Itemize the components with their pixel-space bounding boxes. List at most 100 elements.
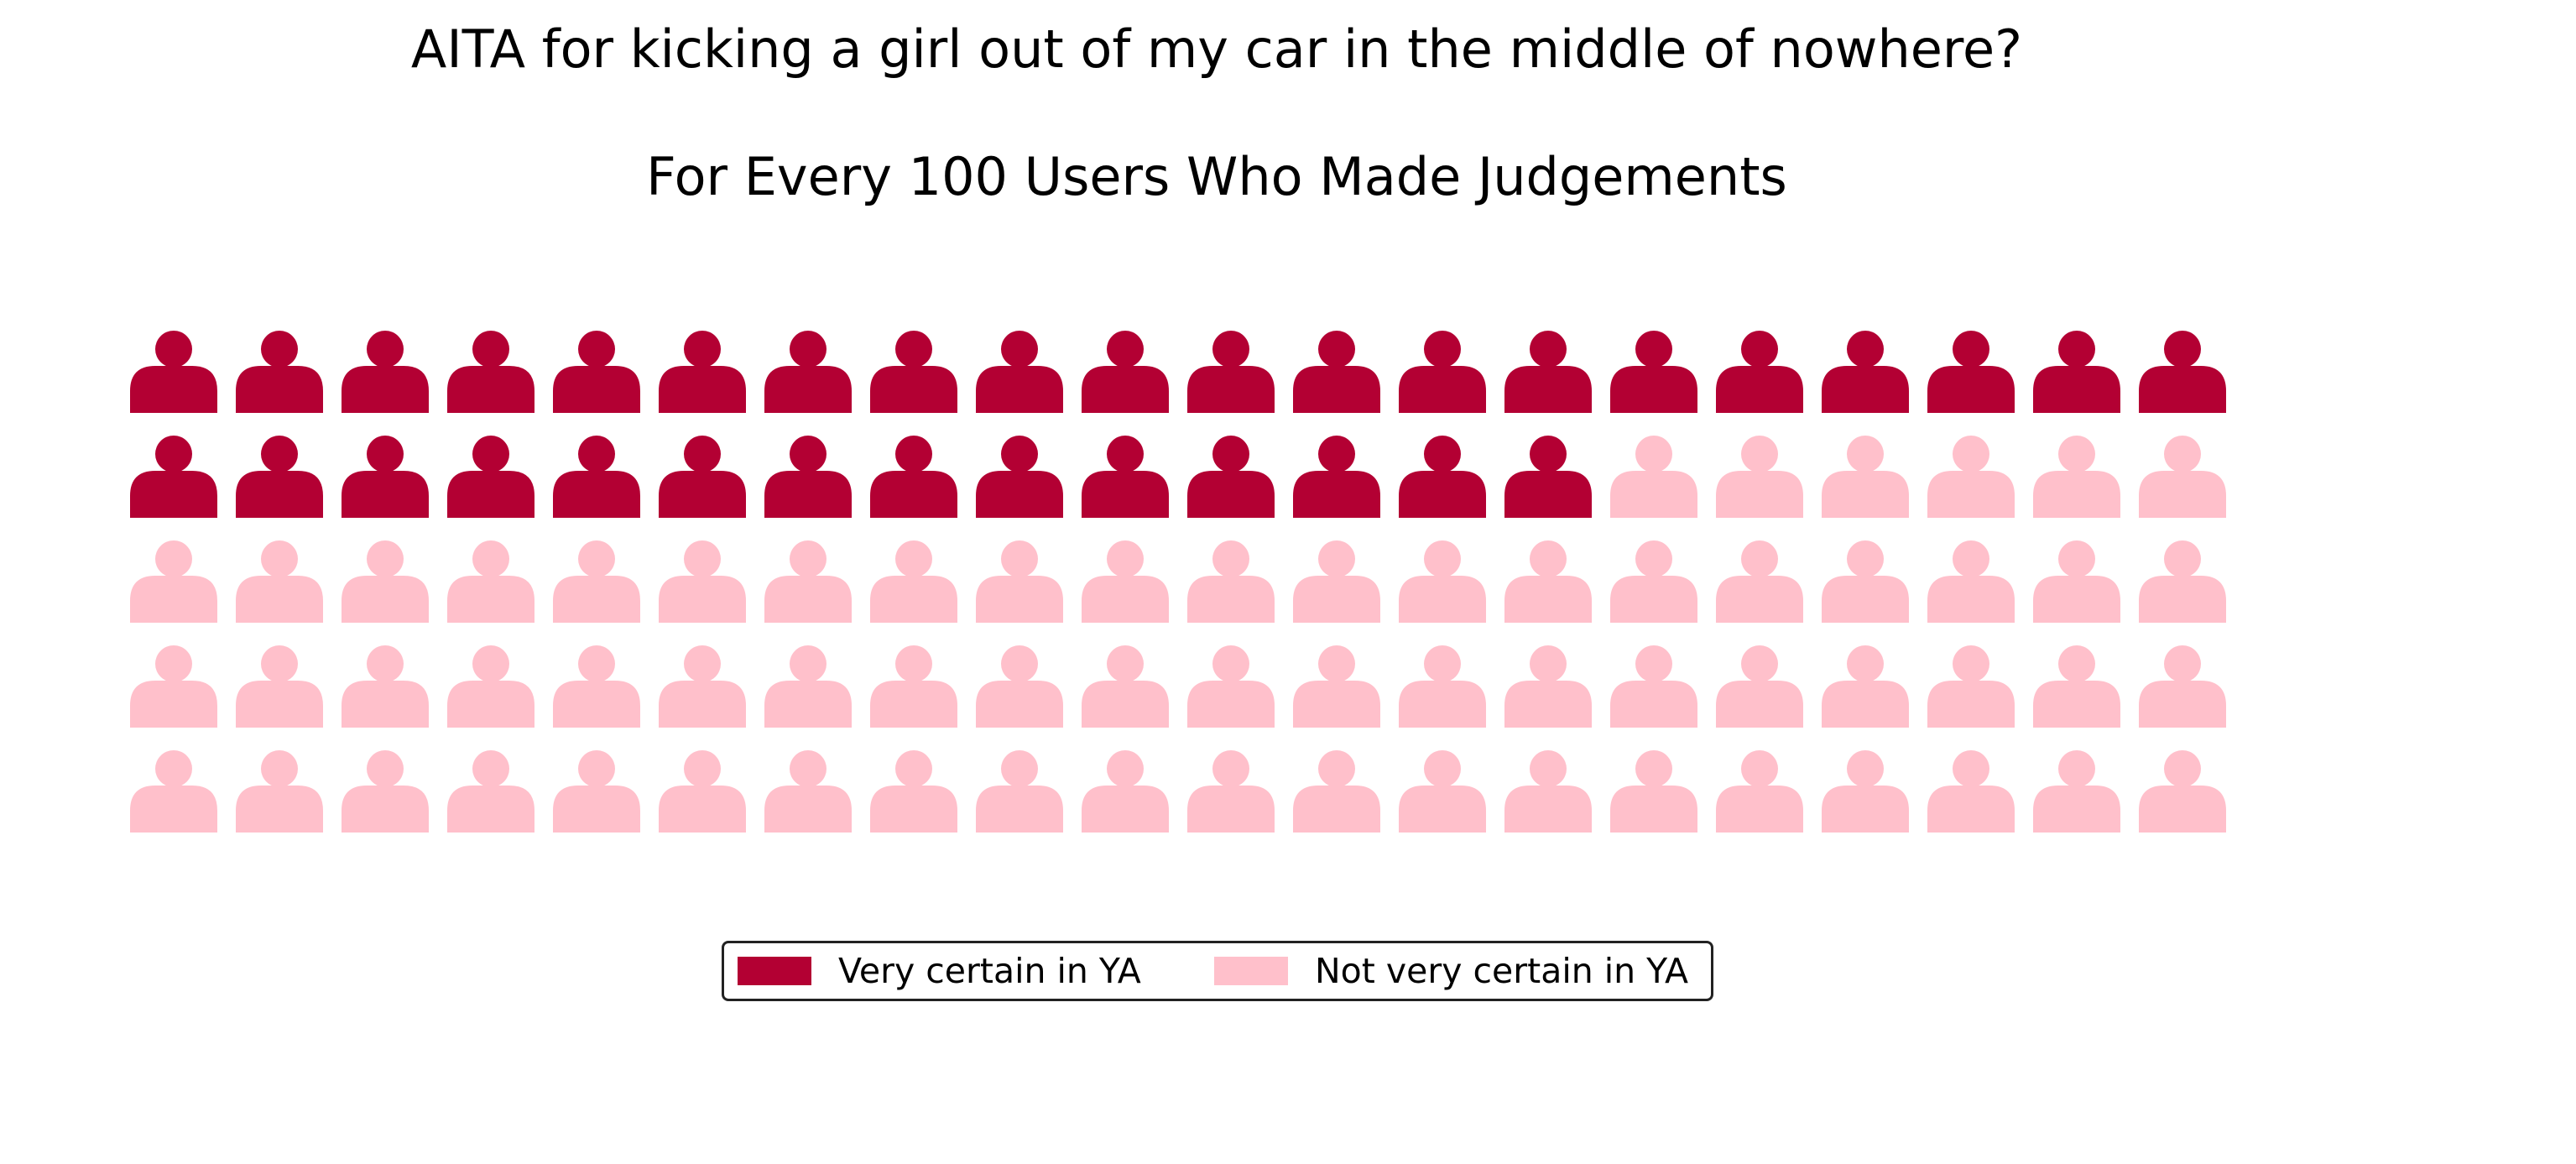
person-icon <box>659 750 746 833</box>
legend-label-very-certain: Very certain in YA <box>838 950 1141 991</box>
person-icon <box>1927 750 2015 833</box>
legend-swatch-not-very-certain <box>1214 957 1288 985</box>
person-icon <box>2033 331 2120 413</box>
person-icon <box>342 331 429 413</box>
person-icon <box>1504 436 1592 518</box>
person-icon <box>2139 750 2226 833</box>
person-icon <box>764 331 852 413</box>
person-icon <box>1716 540 1803 623</box>
person-icon <box>870 540 957 623</box>
person-icon <box>1716 645 1803 728</box>
person-icon <box>1822 331 1909 413</box>
person-icon <box>1187 750 1275 833</box>
person-icon <box>1716 436 1803 518</box>
person-icon <box>1293 331 1380 413</box>
person-icon <box>1822 436 1909 518</box>
person-icon <box>1716 750 1803 833</box>
person-icon <box>553 436 640 518</box>
person-icon <box>342 750 429 833</box>
person-icon <box>447 645 534 728</box>
person-icon <box>2139 436 2226 518</box>
person-icon <box>447 436 534 518</box>
person-icon <box>130 331 217 413</box>
person-icon <box>130 436 217 518</box>
person-icon <box>1293 750 1380 833</box>
person-icon <box>1716 331 1803 413</box>
person-icon <box>659 331 746 413</box>
person-icon <box>342 540 429 623</box>
person-icon <box>1293 540 1380 623</box>
person-icon <box>1082 750 1169 833</box>
person-icon <box>447 750 534 833</box>
person-icon <box>130 645 217 728</box>
person-icon <box>976 436 1063 518</box>
person-icon <box>870 436 957 518</box>
person-icon <box>976 645 1063 728</box>
person-icon <box>236 331 323 413</box>
person-icon <box>870 750 957 833</box>
person-icon <box>1504 645 1592 728</box>
person-icon <box>1399 645 1486 728</box>
person-icon <box>1610 750 1697 833</box>
person-icon <box>764 750 852 833</box>
person-icon <box>1504 331 1592 413</box>
person-icon <box>1610 331 1697 413</box>
person-icon <box>1927 331 2015 413</box>
person-icon <box>1082 540 1169 623</box>
person-icon <box>1822 540 1909 623</box>
person-icon <box>2139 331 2226 413</box>
person-icon <box>976 540 1063 623</box>
person-icon <box>130 750 217 833</box>
person-icon <box>764 436 852 518</box>
person-icon <box>2139 645 2226 728</box>
person-icon <box>1822 750 1909 833</box>
person-icon <box>236 750 323 833</box>
person-icon <box>870 331 957 413</box>
person-icon <box>1927 436 2015 518</box>
person-icon <box>447 540 534 623</box>
person-icon <box>1082 436 1169 518</box>
person-icon <box>553 750 640 833</box>
legend-item-very-certain: Very certain in YA <box>738 943 1141 999</box>
legend: Very certain in YA Not very certain in Y… <box>722 941 1713 1001</box>
person-icon <box>236 436 323 518</box>
person-icon <box>1610 645 1697 728</box>
person-icon <box>342 436 429 518</box>
chart-title: AITA for kicking a girl out of my car in… <box>410 18 2023 80</box>
person-icon <box>659 436 746 518</box>
person-icon <box>1187 645 1275 728</box>
person-icon <box>1082 645 1169 728</box>
person-icon <box>764 645 852 728</box>
person-icon <box>1399 331 1486 413</box>
person-icon <box>1927 540 2015 623</box>
person-icon <box>342 645 429 728</box>
person-icon <box>236 645 323 728</box>
person-icon <box>2139 540 2226 623</box>
person-icon <box>1504 540 1592 623</box>
person-icon <box>1187 436 1275 518</box>
person-icon <box>1293 436 1380 518</box>
person-icon <box>1610 540 1697 623</box>
person-icon <box>553 331 640 413</box>
person-icon <box>2033 645 2120 728</box>
person-icon <box>1293 645 1380 728</box>
person-icon <box>1399 436 1486 518</box>
person-icon <box>659 540 746 623</box>
person-icon <box>553 645 640 728</box>
person-icon <box>1082 331 1169 413</box>
person-icon <box>236 540 323 623</box>
person-icon <box>1822 645 1909 728</box>
person-icon <box>659 645 746 728</box>
person-icon <box>2033 750 2120 833</box>
person-icon <box>1399 750 1486 833</box>
person-icon <box>1927 645 2015 728</box>
person-icon <box>976 750 1063 833</box>
person-icon <box>1504 750 1592 833</box>
legend-swatch-very-certain <box>738 957 811 985</box>
person-icon <box>1610 436 1697 518</box>
person-icon <box>2033 436 2120 518</box>
person-icon <box>447 331 534 413</box>
person-icon <box>1399 540 1486 623</box>
chart-subtitle: For Every 100 Users Who Made Judgements <box>646 146 1787 207</box>
